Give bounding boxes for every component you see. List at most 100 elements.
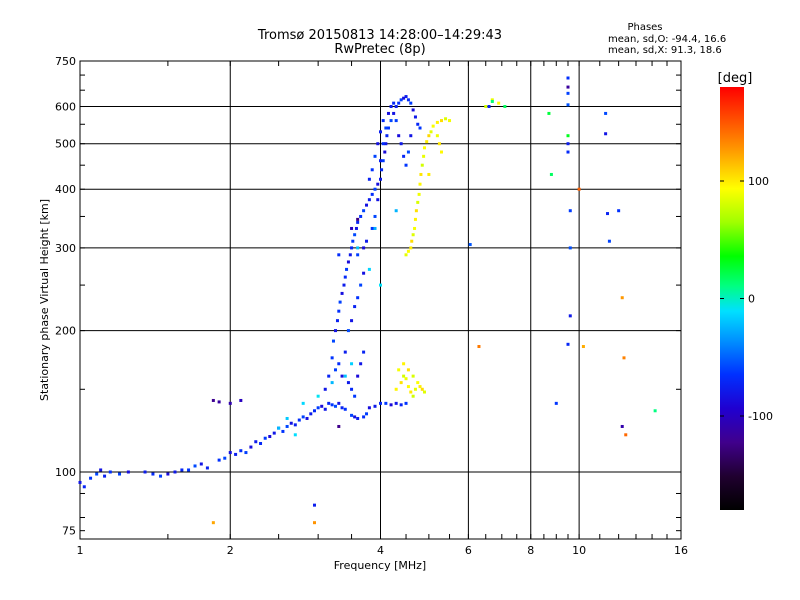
data-point [330,381,334,385]
data-point [397,134,401,138]
data-point [566,91,570,95]
data-point [384,142,388,146]
data-point [223,456,227,460]
data-point [173,470,177,474]
data-point [386,111,390,115]
stats-heading: Phases [627,22,662,33]
data-point [384,401,388,405]
data-point [425,140,429,144]
stats-o-mode: mean, sd,O: -94.4, 16.6 [608,34,726,45]
data-point [440,119,444,123]
data-point [331,339,335,343]
data-point [353,305,357,309]
data-point [228,451,232,455]
data-point [409,101,413,105]
x-tick-label: 4 [377,544,384,557]
data-point [359,283,363,287]
data-point [622,356,626,360]
data-point [350,413,354,417]
colorbar-label: [deg] [718,71,753,86]
data-point [402,362,406,366]
data-point [406,150,410,154]
series-green-isolated [490,99,657,413]
data-point [385,134,389,138]
data-point [205,466,209,470]
data-point [350,387,354,391]
data-point [554,401,558,405]
data-point [394,209,398,213]
data-point [444,117,448,121]
data-point [427,172,431,176]
y-tick-label: 600 [55,101,76,114]
x-tick-labels: 1 2 4 6 8 10 16 [77,544,689,557]
data-point [379,177,382,181]
data-point [429,130,433,134]
data-point [392,101,396,105]
y-tick-label: 500 [55,138,76,151]
data-point [435,120,439,124]
series-orange-isolated [211,187,628,525]
data-point [362,246,366,250]
data-point [353,233,357,237]
y-tick-label: 300 [55,242,76,255]
x-tick-label: 1 [77,544,84,557]
data-points [78,76,657,525]
data-point [389,105,393,109]
colorbar-ticks: 100 0 -100 [720,175,773,423]
data-point [340,406,344,410]
data-point [348,253,352,257]
data-point [406,98,410,102]
data-point [370,192,374,196]
data-point [411,394,415,398]
x-tick-label: 6 [465,544,472,557]
data-point [413,115,417,119]
data-point [373,404,377,408]
data-point [217,458,221,462]
data-point [118,472,122,476]
data-point [581,345,585,349]
data-point [418,182,422,186]
data-point [409,246,413,250]
data-point [316,406,320,410]
data-point [379,283,382,287]
data-point [416,122,420,126]
data-point [399,403,403,407]
data-point [427,134,431,138]
data-point [312,503,316,507]
data-point [381,159,385,163]
data-point [404,253,408,257]
data-point [370,226,374,230]
data-point [346,329,350,333]
data-point [409,134,413,138]
data-point [487,105,491,109]
data-point [404,401,408,405]
data-point [404,377,408,381]
data-point [356,416,360,420]
data-point [399,98,403,102]
data-point [549,172,553,176]
data-point [312,521,316,525]
data-point [82,485,86,489]
data-point [342,283,346,287]
data-point [365,203,369,207]
data-point [624,433,628,437]
data-point [376,142,380,146]
data-point [356,217,360,221]
data-point [367,406,371,410]
y-tick-label: 100 [55,466,76,479]
data-point [566,342,570,346]
data-point [143,470,147,474]
data-point [337,401,341,405]
data-point [103,474,107,478]
data-point [301,401,305,405]
data-point [379,159,382,163]
y-tick-label: 75 [62,525,76,538]
data-point [367,177,371,181]
grid-lines [80,61,681,539]
data-point [350,362,354,366]
data-point [411,233,415,237]
data-point [337,253,341,257]
stats-x-mode: mean, sd,X: 91.3, 18.6 [608,45,722,56]
data-point [389,119,393,123]
